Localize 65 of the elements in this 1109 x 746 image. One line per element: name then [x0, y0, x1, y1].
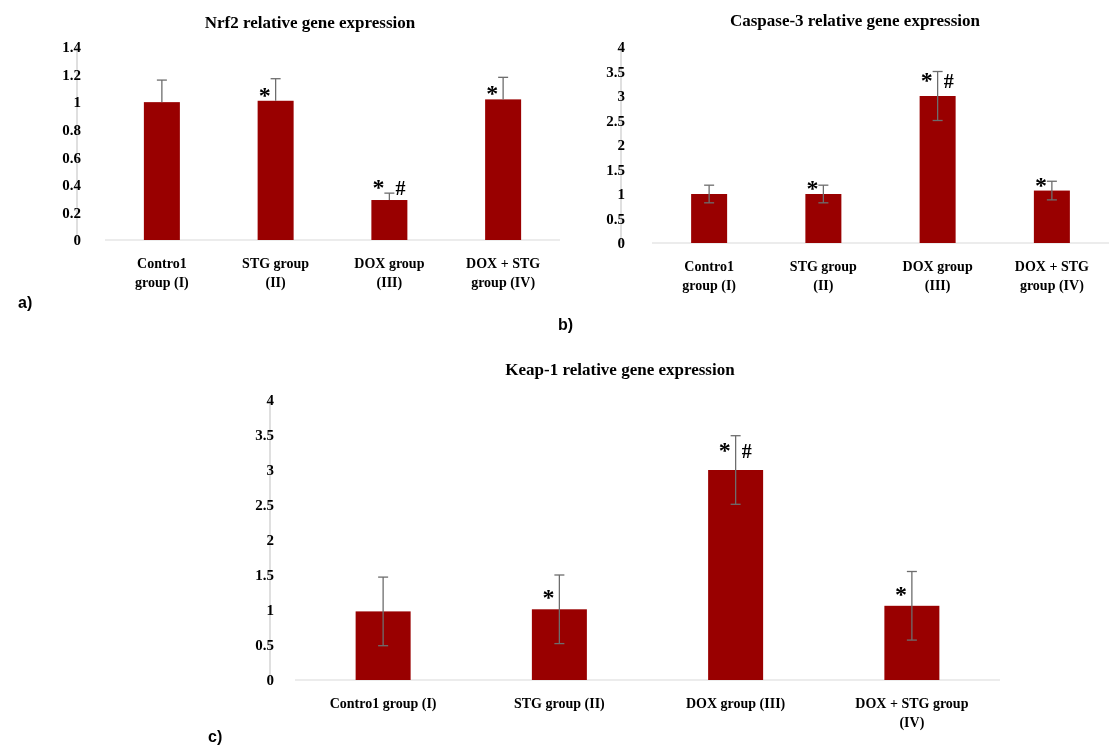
y-tick-label: 1 — [73, 94, 81, 111]
x-tick-label: STG group (II) — [242, 256, 310, 291]
bar — [371, 200, 408, 240]
x-tick-label: DOX group (III) — [354, 256, 425, 291]
y-tick-label: 0 — [266, 672, 274, 689]
x-tick-label: DOX + STG group (IV) — [1014, 259, 1090, 294]
x-tick-label: DOX group (III) — [685, 696, 786, 712]
x-tick-label: Contro1 group (I) — [682, 259, 737, 294]
chart-title: Nrf2 relative gene expression — [204, 13, 416, 32]
x-tick-label: Contro1 group (I) — [134, 256, 190, 291]
x-tick-label: DOX + STG group (IV) — [466, 256, 541, 291]
y-tick-label: 0.4 — [62, 177, 82, 194]
y-tick-label: 0.2 — [62, 204, 81, 221]
y-tick-label: 1.4 — [62, 39, 82, 56]
annotation: * # — [372, 174, 406, 201]
y-tick-label: 2 — [617, 137, 625, 154]
y-tick-label: 2.5 — [606, 112, 625, 129]
bar — [485, 99, 522, 240]
text: c) — [208, 728, 223, 745]
x-tick-label: DOX group (III) — [902, 259, 973, 294]
annotation: * — [1034, 171, 1047, 198]
text: b) — [558, 316, 574, 333]
annotation: * — [258, 81, 271, 108]
chart-title: Keap-1 relative gene expression — [505, 360, 736, 379]
y-tick-label: 3.5 — [606, 63, 625, 80]
y-tick-label: 0 — [617, 235, 625, 252]
y-tick-label: 3.5 — [255, 427, 274, 444]
bar — [143, 102, 180, 240]
x-tick-label: STG group (II) — [513, 696, 606, 712]
x-tick-label: STG group (II) — [789, 259, 858, 294]
bar — [884, 605, 940, 680]
y-tick-label: 3 — [617, 88, 625, 105]
annotation: * — [894, 580, 907, 607]
bar — [919, 96, 956, 243]
y-tick-label: 0.5 — [255, 637, 274, 654]
y-tick-label: 0 — [73, 232, 81, 249]
bar — [257, 100, 294, 240]
y-tick-label: 2 — [266, 532, 274, 549]
y-tick-label: 0.6 — [62, 149, 82, 166]
y-tick-label: 4 — [266, 392, 275, 409]
y-tick-label: 1.2 — [62, 66, 81, 83]
y-tick-label: 1 — [617, 186, 625, 203]
x-tick-label: DOX + STG group (IV) — [855, 696, 969, 731]
chart-title: Caspase-3 relative gene expression — [729, 11, 981, 30]
bar — [708, 470, 764, 680]
x-tick-label: Contro1 group (I) — [329, 696, 437, 712]
bar — [355, 611, 411, 680]
bar — [1033, 190, 1070, 243]
annotation: * # — [718, 437, 752, 463]
annotation: * — [806, 175, 819, 201]
y-tick-label: 1 — [266, 602, 274, 619]
y-tick-label: 1.5 — [606, 161, 625, 178]
annotation: * # — [920, 67, 954, 94]
y-tick-label: 0.8 — [62, 121, 81, 138]
text: a) — [18, 294, 33, 311]
y-tick-label: 4 — [617, 39, 626, 56]
annotation: * — [542, 584, 555, 610]
y-tick-label: 2.5 — [255, 497, 274, 514]
y-tick-label: 0.5 — [606, 210, 625, 227]
y-tick-label: 3 — [266, 462, 274, 479]
y-tick-label: 1.5 — [255, 567, 274, 584]
annotation: * — [486, 80, 499, 107]
bar — [691, 194, 728, 243]
bar — [531, 609, 587, 680]
bar — [805, 194, 842, 243]
